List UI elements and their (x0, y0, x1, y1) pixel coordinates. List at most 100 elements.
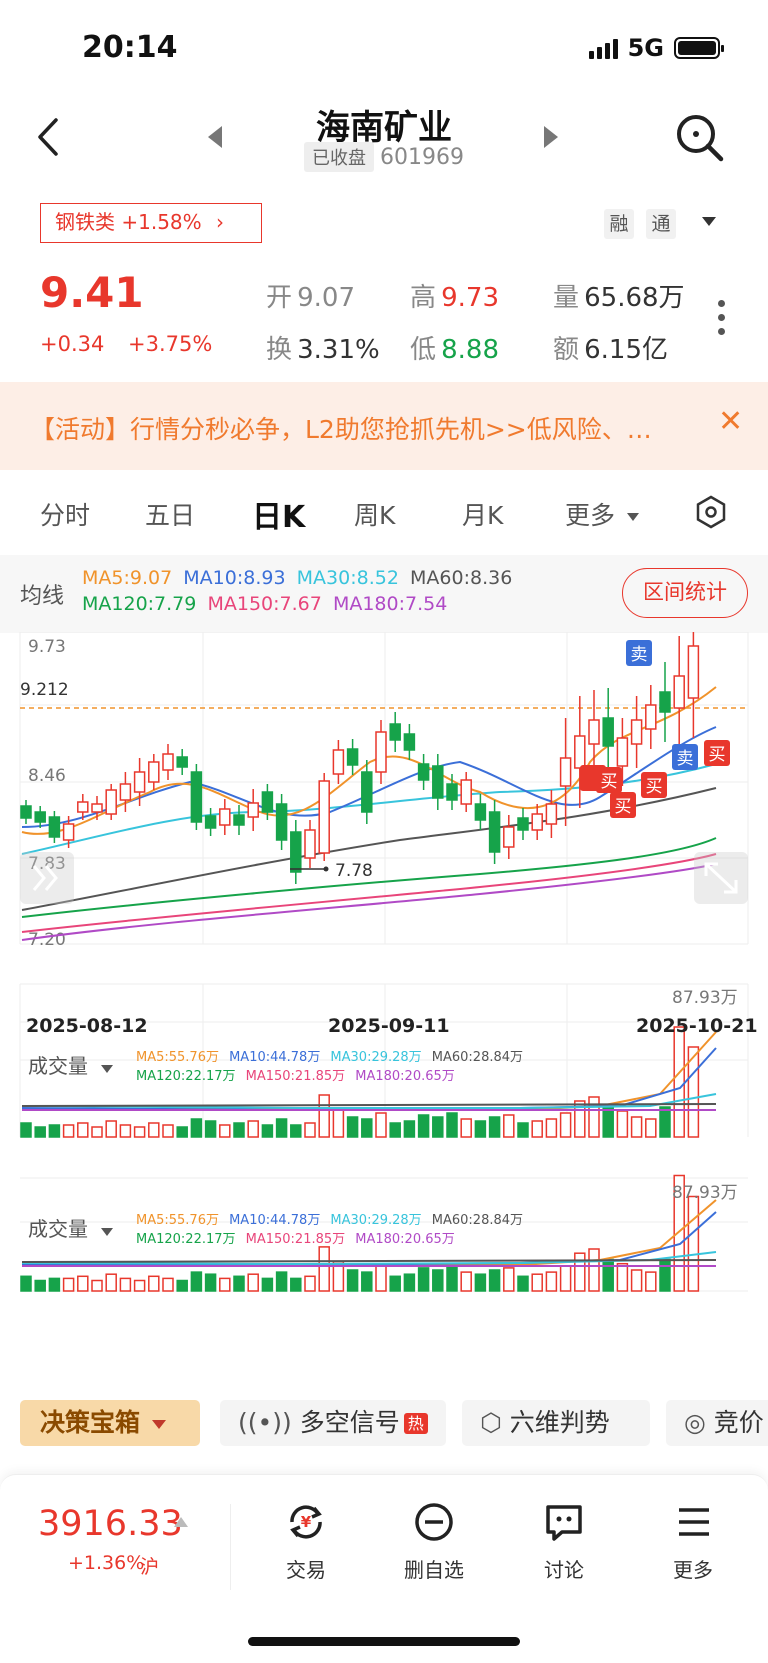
tab-monthly-k[interactable]: 月K (462, 501, 504, 530)
stock-name: 海南矿业 (316, 108, 452, 148)
chevron-down-icon (101, 1064, 114, 1073)
trade-signals: 卖 卖 买 买 买 买 (580, 640, 730, 818)
candlestick (361, 760, 373, 824)
auction-button[interactable]: ◎ 竞价 (666, 1400, 768, 1446)
back-arrow-icon[interactable] (30, 112, 70, 162)
signal-wave-icon: ((•)) (238, 1408, 292, 1437)
candlestick (318, 773, 330, 861)
six-dimension-button[interactable]: ⬡ 六维判势 (462, 1400, 650, 1446)
settings-hexagon-icon[interactable] (693, 494, 729, 530)
volume-grid-1 (19, 983, 749, 1137)
tab-five-day[interactable]: 五日 (145, 501, 196, 530)
y-label-mid: 8.46 (28, 766, 66, 786)
last-price: 9.41 (40, 268, 144, 317)
ma-label: 均线 (20, 584, 65, 609)
volume-bar (34, 1279, 46, 1292)
vol-ma180: MA180:20.65万 (355, 1069, 455, 1084)
network-label: 5G (627, 34, 664, 62)
high-label: 高 (410, 283, 437, 313)
close-icon[interactable]: ✕ (718, 404, 744, 439)
volume-bar (545, 1118, 558, 1138)
volume-bar (503, 1114, 515, 1138)
volume-title-label: 成交量 (28, 1217, 88, 1241)
sector-tag[interactable]: 钢铁类 +1.58% › (40, 203, 262, 243)
ma30-value: MA30:8.52 (296, 567, 399, 589)
volume-ma-lines-1 (21, 1031, 717, 1112)
volume-bar (474, 1120, 487, 1138)
chevron-down-icon[interactable] (702, 217, 716, 226)
candlestick (176, 749, 188, 775)
nav-remove-watchlist[interactable]: 删自选 (384, 1502, 484, 1583)
tab-more[interactable]: 更多 (565, 496, 639, 532)
volume-bar (105, 1120, 117, 1138)
candlestick (417, 754, 430, 790)
candlestick (34, 806, 46, 828)
decision-toolbox-button[interactable]: 决策宝箱 (20, 1400, 200, 1446)
banner-text[interactable]: 【活动】行情分秒必争，L2助您抢抓先机>>低风险、… (30, 415, 652, 444)
volume-bar (417, 1114, 430, 1138)
promo-banner[interactable] (0, 382, 768, 470)
price-change-pct: +3.75% (128, 332, 213, 356)
minus-circle-icon (415, 1503, 453, 1541)
tab-more-label: 更多 (565, 501, 616, 530)
vol-ma5: MA5:55.76万 (136, 1213, 219, 1228)
svg-text:¥: ¥ (301, 1513, 312, 1531)
volume-bar (119, 1277, 132, 1292)
candlestick (588, 690, 600, 774)
vol-ma10: MA10:44.78万 (229, 1050, 321, 1065)
candlestick (432, 754, 444, 810)
volume-bar (474, 1273, 487, 1292)
volume-title-1[interactable]: 成交量 (28, 1050, 114, 1079)
volume-bar (417, 1267, 430, 1292)
ma150-value: MA150:7.67 (207, 593, 322, 615)
volume-bar (375, 1112, 387, 1138)
ma-row-1: MA5:9.07 MA10:8.93 MA30:8.52 MA60:8.36 (82, 567, 512, 589)
volume-bar (204, 1120, 217, 1138)
nav-discuss[interactable]: 讨论 (514, 1502, 614, 1583)
price-change: +0.34 (40, 332, 105, 356)
tab-daily-k[interactable]: 日K (252, 500, 306, 535)
index-value[interactable]: 3916.33 (38, 1504, 183, 1544)
high-value: 9.73 (441, 283, 499, 313)
candlestick (133, 758, 146, 806)
date-label-mid: 2025-09-11 (328, 1015, 450, 1037)
volume-bar (247, 1273, 259, 1292)
volume-bar (375, 1265, 387, 1292)
next-stock-button[interactable] (544, 126, 558, 148)
up-arrow-icon (174, 1517, 188, 1527)
candlestick (503, 815, 515, 859)
nav-more[interactable]: 更多 (643, 1502, 743, 1583)
volume-bar (574, 1100, 586, 1138)
ma180-value: MA180:7.54 (332, 593, 448, 615)
candlestick (261, 784, 274, 820)
nav-remove-label: 删自选 (404, 1558, 464, 1582)
volume-bar (517, 1275, 529, 1292)
expand-left-button[interactable] (20, 852, 74, 904)
volume-bar (645, 1118, 657, 1138)
candlestick (687, 632, 700, 738)
volume-bar (616, 1110, 629, 1138)
vol-ma120: MA120:22.17万 (136, 1232, 236, 1247)
volume-bars-1 (20, 1026, 700, 1138)
kline-chart[interactable]: 9.73 9.212 8.46 7.83 7.20 7.78 卖 卖 买 买 买… (0, 632, 768, 1372)
volume-title-2[interactable]: 成交量 (28, 1213, 114, 1242)
sell-signal-marker (672, 744, 698, 770)
more-options-icon[interactable] (718, 300, 725, 335)
volume-ma-row-2a: MA5:55.76万 MA10:44.78万 MA30:29.28万 MA60:… (136, 1209, 523, 1228)
volume-bar (559, 1112, 572, 1138)
amount-label: 额 (553, 335, 580, 365)
prev-stock-button[interactable] (208, 126, 222, 148)
candlestick (389, 712, 401, 752)
nav-trade[interactable]: ¥ 交易 (256, 1502, 356, 1583)
volume-bar (20, 1275, 32, 1292)
search-icon[interactable] (674, 112, 726, 164)
volume-bar (48, 1124, 61, 1138)
market-status-badge: 已收盘 (304, 142, 374, 172)
candlestick (545, 790, 558, 838)
bull-bear-signal-button[interactable]: ((•)) 多空信号热 (220, 1400, 446, 1446)
volume-bar (20, 1122, 32, 1138)
tab-weekly-k[interactable]: 周K (354, 501, 396, 530)
tab-intraday[interactable]: 分时 (40, 501, 91, 530)
fullscreen-icon[interactable] (694, 852, 748, 904)
range-stats-button[interactable]: 区间统计 (622, 568, 748, 618)
